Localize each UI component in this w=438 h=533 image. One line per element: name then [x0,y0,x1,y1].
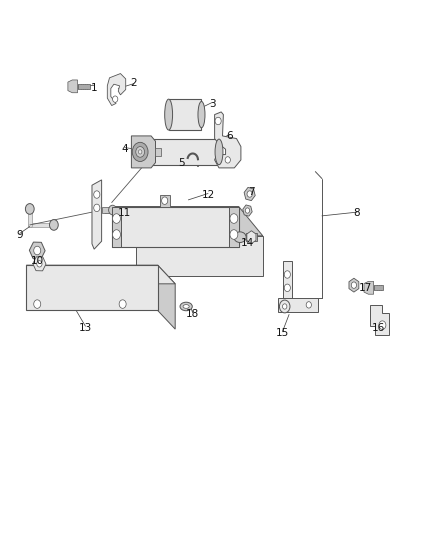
Text: 13: 13 [79,323,92,333]
Polygon shape [370,305,389,335]
Circle shape [225,157,230,163]
Polygon shape [107,74,126,106]
Text: 17: 17 [359,283,372,293]
Text: 3: 3 [209,99,216,109]
Polygon shape [68,80,78,93]
Polygon shape [112,207,263,236]
Circle shape [138,150,142,154]
Bar [149,139,219,165]
Circle shape [284,271,290,278]
Circle shape [162,197,168,205]
Circle shape [283,304,287,309]
Circle shape [34,246,41,255]
Circle shape [25,204,34,214]
Text: 7: 7 [248,187,255,197]
Polygon shape [112,207,121,246]
Bar [155,148,161,156]
Bar [160,195,170,207]
Circle shape [247,191,252,197]
Text: 2: 2 [130,78,137,87]
Circle shape [109,205,117,215]
Text: 15: 15 [276,328,289,338]
Circle shape [230,214,238,223]
Text: 18: 18 [186,310,199,319]
Circle shape [113,214,120,223]
Polygon shape [92,180,102,249]
Text: 6: 6 [226,131,233,141]
Circle shape [279,300,290,313]
Polygon shape [131,136,155,168]
Circle shape [37,261,42,267]
Circle shape [49,220,58,230]
Bar [374,285,383,290]
Circle shape [306,302,311,308]
Circle shape [113,96,118,102]
Ellipse shape [145,139,153,165]
Text: 16: 16 [372,323,385,333]
Bar [102,207,113,213]
Text: 5: 5 [178,158,185,167]
Polygon shape [229,207,239,246]
Circle shape [113,230,120,239]
Circle shape [351,282,357,288]
Text: 12: 12 [201,190,215,199]
Text: 9: 9 [16,230,23,239]
Circle shape [94,191,100,198]
Bar [246,233,257,241]
Circle shape [94,204,100,212]
Ellipse shape [183,305,189,308]
Polygon shape [215,112,241,168]
Circle shape [215,117,221,125]
Circle shape [230,230,238,239]
Circle shape [119,300,126,308]
Polygon shape [26,265,158,310]
Circle shape [245,208,250,213]
Circle shape [132,142,148,161]
Ellipse shape [165,99,173,130]
Bar [169,99,201,130]
Circle shape [379,321,386,329]
Text: 10: 10 [31,256,44,266]
Polygon shape [26,265,175,284]
Polygon shape [112,207,239,246]
Text: 4: 4 [121,144,128,154]
Polygon shape [158,265,175,329]
Text: 11: 11 [118,208,131,218]
Text: 1: 1 [91,83,98,93]
Polygon shape [136,236,263,276]
Circle shape [284,284,290,292]
Circle shape [34,300,41,308]
Ellipse shape [198,101,205,128]
Polygon shape [278,298,318,312]
Polygon shape [283,261,292,301]
Ellipse shape [180,302,192,311]
Circle shape [136,147,145,157]
Ellipse shape [234,232,246,243]
Bar [78,84,90,89]
Text: 14: 14 [241,238,254,247]
Ellipse shape [215,139,223,165]
Text: 8: 8 [353,208,360,218]
Polygon shape [364,281,374,294]
